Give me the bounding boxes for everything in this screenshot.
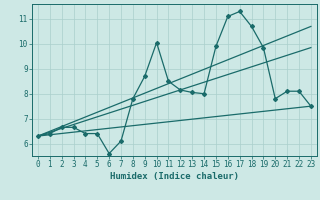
X-axis label: Humidex (Indice chaleur): Humidex (Indice chaleur): [110, 172, 239, 181]
